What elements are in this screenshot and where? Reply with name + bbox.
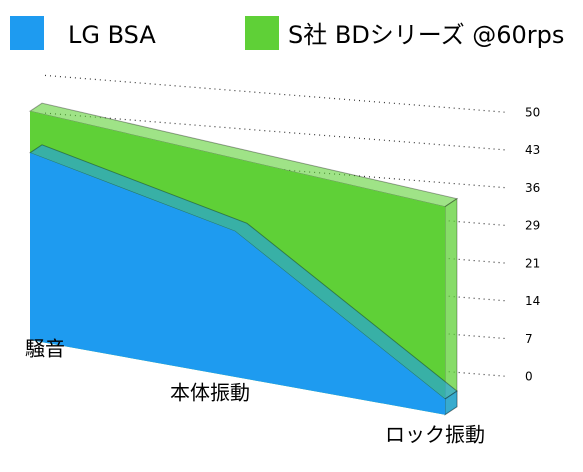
x-tick-label: 本体振動 [170, 381, 250, 405]
grid-line [44, 112, 506, 151]
y-tick-label: 50 [525, 106, 540, 120]
grid-line [44, 74, 506, 113]
legend-label: S社 BDシリーズ @60rps [288, 21, 564, 49]
legend-label: LG BSA [68, 21, 156, 49]
y-tick-label: 14 [525, 294, 540, 308]
y-tick-label: 21 [525, 256, 540, 270]
y-tick-label: 29 [525, 219, 540, 233]
legend-swatch [245, 16, 279, 50]
y-tick-label: 36 [525, 181, 540, 195]
y-tick-label: 43 [525, 143, 540, 157]
legend-swatch [10, 16, 44, 50]
x-tick-label: 騒音 [25, 337, 65, 361]
area-side [444, 197, 458, 416]
y-tick-label: 7 [525, 332, 533, 346]
x-tick-label: ロック振動 [385, 423, 485, 447]
y-tick-label: 0 [525, 370, 533, 384]
area [30, 152, 445, 415]
